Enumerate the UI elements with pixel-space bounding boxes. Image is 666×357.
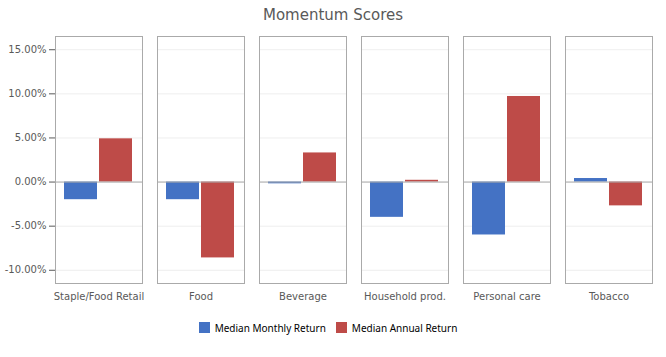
svg-text:15.00%: 15.00% — [8, 44, 46, 55]
svg-text:10.00%: 10.00% — [8, 88, 46, 99]
svg-text:5.00%: 5.00% — [15, 132, 47, 143]
svg-text:Personal care: Personal care — [473, 291, 540, 302]
svg-text:-10.00%: -10.00% — [5, 264, 47, 275]
svg-text:Household prod.: Household prod. — [364, 291, 446, 302]
svg-text:Food: Food — [189, 291, 213, 302]
html-text:Median Annual Return: Median Annual Return — [351, 320, 458, 335]
svg-text:-5.00%: -5.00% — [11, 220, 46, 231]
html-text:Momentum Scores: Momentum Scores — [263, 6, 403, 24]
svg-text:Staple/Food Retail: Staple/Food Retail — [54, 291, 144, 302]
svg-text:0.00%: 0.00% — [15, 176, 47, 187]
svg-text:Tobacco: Tobacco — [588, 291, 629, 302]
html-text:Median Monthly Return: Median Monthly Return — [214, 320, 326, 335]
svg-text:Beverage: Beverage — [279, 291, 327, 302]
